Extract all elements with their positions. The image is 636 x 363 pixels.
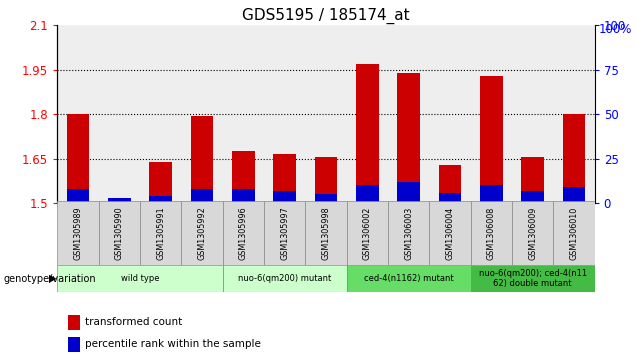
FancyBboxPatch shape — [57, 201, 99, 265]
Text: GSM1305992: GSM1305992 — [197, 207, 207, 260]
Bar — [181, 25, 223, 203]
FancyBboxPatch shape — [471, 265, 595, 292]
Bar — [398, 182, 420, 203]
FancyBboxPatch shape — [140, 201, 181, 265]
Bar — [140, 25, 181, 203]
FancyBboxPatch shape — [471, 201, 512, 265]
Polygon shape — [49, 275, 57, 283]
Bar — [315, 157, 337, 203]
FancyBboxPatch shape — [347, 201, 388, 265]
FancyBboxPatch shape — [264, 201, 305, 265]
FancyBboxPatch shape — [347, 265, 471, 292]
Bar — [480, 185, 502, 203]
Text: GSM1306008: GSM1306008 — [487, 207, 496, 260]
Text: nuo-6(qm200); ced-4(n11
62) double mutant: nuo-6(qm200); ced-4(n11 62) double mutan… — [478, 269, 587, 288]
Bar — [57, 25, 99, 203]
Bar — [356, 185, 378, 203]
Bar — [68, 315, 80, 330]
Bar — [439, 193, 461, 203]
Bar — [553, 25, 595, 203]
Bar — [67, 114, 89, 203]
Bar — [273, 154, 296, 203]
FancyBboxPatch shape — [388, 201, 429, 265]
Bar — [305, 25, 347, 203]
Bar — [429, 25, 471, 203]
Text: GSM1305998: GSM1305998 — [321, 207, 331, 260]
Bar — [99, 25, 140, 203]
Text: GSM1306004: GSM1306004 — [445, 207, 455, 260]
Bar — [347, 25, 388, 203]
FancyBboxPatch shape — [181, 201, 223, 265]
Bar — [223, 25, 264, 203]
Bar — [149, 196, 172, 203]
Text: GSM1305989: GSM1305989 — [73, 207, 83, 260]
FancyBboxPatch shape — [429, 201, 471, 265]
Text: GSM1305996: GSM1305996 — [238, 207, 248, 260]
Text: GSM1306003: GSM1306003 — [404, 207, 413, 260]
FancyBboxPatch shape — [99, 201, 140, 265]
Bar — [273, 191, 296, 203]
Text: wild type: wild type — [121, 274, 159, 283]
Bar — [439, 165, 461, 203]
Text: GSM1306009: GSM1306009 — [528, 207, 537, 260]
Text: GSM1305997: GSM1305997 — [280, 207, 289, 260]
Bar — [108, 198, 130, 203]
Bar — [563, 187, 585, 203]
Text: ced-4(n1162) mutant: ced-4(n1162) mutant — [364, 274, 453, 283]
FancyBboxPatch shape — [553, 201, 595, 265]
Text: GSM1305991: GSM1305991 — [156, 207, 165, 260]
Bar — [67, 189, 89, 203]
Bar — [480, 76, 502, 203]
Bar — [232, 189, 254, 203]
FancyBboxPatch shape — [305, 201, 347, 265]
Text: genotype/variation: genotype/variation — [3, 274, 96, 284]
Bar — [264, 25, 305, 203]
FancyBboxPatch shape — [223, 265, 347, 292]
Bar — [232, 151, 254, 203]
Bar — [563, 114, 585, 203]
Bar — [398, 73, 420, 203]
FancyBboxPatch shape — [512, 201, 553, 265]
Bar — [522, 157, 544, 203]
Bar — [149, 162, 172, 203]
Bar — [356, 64, 378, 203]
Text: GSM1306002: GSM1306002 — [363, 207, 372, 260]
Bar — [315, 195, 337, 203]
Text: 100%: 100% — [599, 23, 632, 36]
Title: GDS5195 / 185174_at: GDS5195 / 185174_at — [242, 8, 410, 24]
Text: nuo-6(qm200) mutant: nuo-6(qm200) mutant — [238, 274, 331, 283]
Bar — [191, 116, 213, 203]
Text: transformed count: transformed count — [85, 317, 183, 327]
Bar — [388, 25, 429, 203]
Bar — [471, 25, 512, 203]
Text: percentile rank within the sample: percentile rank within the sample — [85, 339, 261, 350]
FancyBboxPatch shape — [57, 265, 223, 292]
Text: GSM1306010: GSM1306010 — [569, 207, 579, 260]
Bar — [191, 189, 213, 203]
Bar — [522, 191, 544, 203]
Text: GSM1305990: GSM1305990 — [114, 207, 124, 260]
FancyBboxPatch shape — [223, 201, 264, 265]
Bar — [512, 25, 553, 203]
Bar — [68, 337, 80, 352]
